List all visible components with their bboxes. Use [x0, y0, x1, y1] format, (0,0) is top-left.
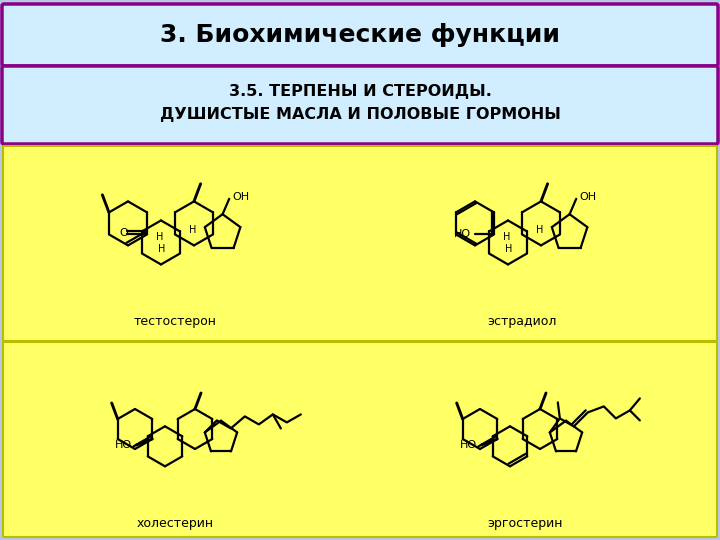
- Text: H: H: [189, 225, 197, 235]
- Text: холестерин: холестерин: [136, 516, 214, 530]
- Text: тестостерон: тестостерон: [133, 315, 217, 328]
- Text: OH: OH: [233, 192, 250, 202]
- Text: HO: HO: [114, 440, 132, 450]
- Text: эргостерин: эргостерин: [487, 516, 563, 530]
- Text: H: H: [536, 225, 544, 235]
- Text: эстрадиол: эстрадиол: [487, 315, 557, 328]
- Text: H: H: [158, 245, 166, 254]
- Text: H: H: [503, 232, 510, 242]
- FancyBboxPatch shape: [3, 342, 717, 537]
- Text: 3. Биохимические функции: 3. Биохимические функции: [160, 23, 560, 47]
- Text: HO: HO: [460, 440, 477, 450]
- Text: HO: HO: [454, 230, 471, 239]
- Text: H: H: [156, 232, 163, 242]
- Text: O: O: [120, 228, 128, 238]
- Text: OH: OH: [580, 192, 597, 202]
- FancyBboxPatch shape: [3, 146, 717, 341]
- Text: H: H: [505, 245, 513, 254]
- FancyBboxPatch shape: [2, 66, 718, 144]
- Text: 3.5. ТЕРПЕНЫ И СТЕРОИДЫ.
ДУШИСТЫЕ МАСЛА И ПОЛОВЫЕ ГОРМОНЫ: 3.5. ТЕРПЕНЫ И СТЕРОИДЫ. ДУШИСТЫЕ МАСЛА …: [160, 84, 560, 122]
- FancyBboxPatch shape: [2, 4, 718, 66]
